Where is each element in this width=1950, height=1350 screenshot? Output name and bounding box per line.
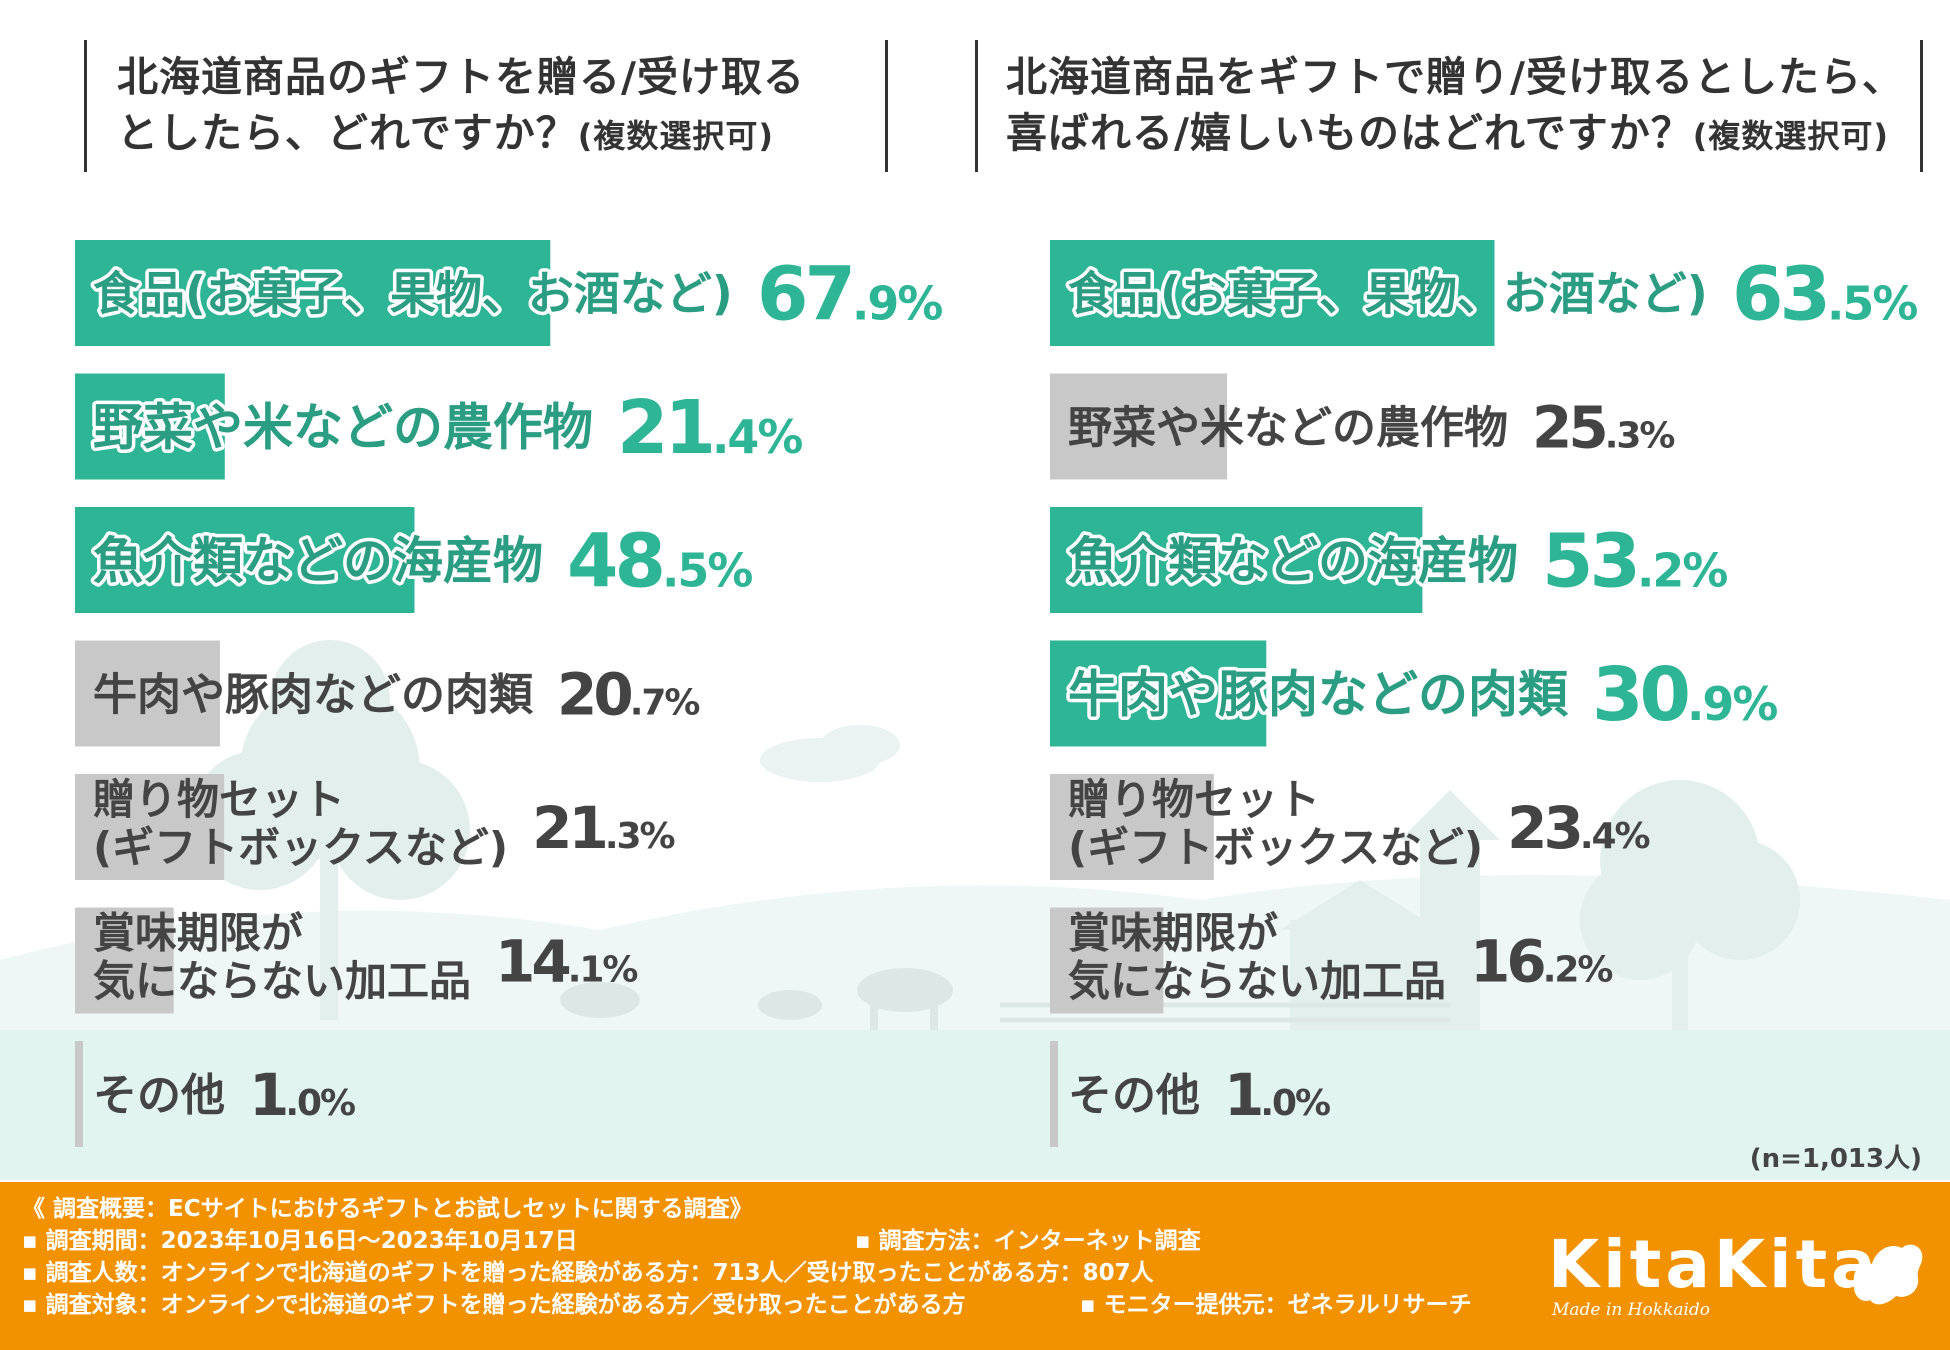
bar-label-3-0: 牛肉や豚肉などの肉類 bbox=[1068, 666, 1569, 724]
right-chart-panel: 北海道商品をギフトで贈り/受け取るとしたら、 喜ばれる/嬉しいものはどれですか？… bbox=[975, 0, 1950, 1180]
bar-label-4-0: 贈り物セット bbox=[1068, 775, 1320, 824]
value-label-3: 20.7% bbox=[557, 660, 699, 728]
bar-label-0-0: 食品(お菓子、果物、お酒など) bbox=[1068, 267, 1708, 321]
hokkaido-map-icon bbox=[1846, 1238, 1926, 1312]
footer-method: ▪ 調査方法：インターネット調査 bbox=[855, 1226, 1201, 1256]
value-label-4: 21.3% bbox=[532, 794, 674, 862]
value-label-3: 30.9% bbox=[1592, 652, 1777, 738]
bar-6 bbox=[75, 1041, 83, 1147]
value-label-6: 1.0% bbox=[249, 1061, 355, 1129]
bar-label-4-0: 贈り物セット bbox=[93, 775, 345, 824]
bar-label-6-0: その他 bbox=[1068, 1070, 1200, 1121]
bar-label-1-0: 野菜や米などの農作物 bbox=[1068, 402, 1508, 453]
value-label-1: 25.3% bbox=[1532, 393, 1674, 461]
value-label-2: 48.5% bbox=[567, 519, 752, 605]
bar-label-4-1: (ギフトボックスなど) bbox=[1068, 823, 1483, 872]
bar-label-5-1: 気にならない加工品 bbox=[93, 957, 471, 1006]
bar-label-1-0: 野菜や米などの農作物 bbox=[93, 399, 593, 457]
logo-name: KitaKita bbox=[1548, 1230, 1880, 1300]
bar-label-5-0: 賞味期限が bbox=[1068, 909, 1278, 958]
bar-label-2-0: 魚介類などの海産物 bbox=[1068, 532, 1518, 590]
footer-summary-title: 《 調査概要：ECサイトにおけるギフトとお試しセットに関する調査》 bbox=[22, 1194, 753, 1224]
right-bar-chart: 食品(お菓子、果物、お酒など) 63.5% 野菜や米などの農作物 25.3% 魚介類など… bbox=[975, 0, 1950, 1180]
bar-label-2-0: 魚介類などの海産物 bbox=[93, 532, 543, 590]
value-label-4: 23.4% bbox=[1507, 794, 1649, 862]
value-label-5: 16.2% bbox=[1470, 927, 1612, 995]
logo-tagline: Made in Hokkaido bbox=[1552, 1300, 1880, 1320]
bar-label-3-0: 牛肉や豚肉などの肉類 bbox=[93, 669, 534, 720]
left-bar-chart: 食品(お菓子、果物、お酒など) 67.9% 野菜や米などの農作物 21.4% 魚介類など… bbox=[0, 0, 975, 1180]
sample-size-note: (n=1,013人) bbox=[1750, 1138, 1922, 1175]
value-label-0: 63.5% bbox=[1732, 252, 1917, 338]
value-label-0: 67.9% bbox=[757, 252, 942, 338]
footer-period: ▪ 調査期間：2023年10月16日～2023年10月17日 bbox=[22, 1226, 578, 1256]
kitakita-logo: KitaKita Made in Hokkaido bbox=[1548, 1230, 1880, 1320]
bar-label-6-0: その他 bbox=[93, 1070, 225, 1121]
value-label-6: 1.0% bbox=[1224, 1061, 1330, 1129]
footer-provider: ▪ モニター提供元：ゼネラルリサーチ bbox=[1080, 1290, 1472, 1320]
footer-respondents: ▪ 調査人数：オンラインで北海道のギフトを贈った経験がある方：713人／受け取っ… bbox=[22, 1258, 1154, 1288]
value-label-1: 21.4% bbox=[617, 385, 802, 471]
bar-6 bbox=[1050, 1041, 1058, 1147]
footer-target: ▪ 調査対象：オンラインで北海道のギフトを贈った経験がある方／受け取ったことがあ… bbox=[22, 1290, 966, 1320]
bar-label-5-1: 気にならない加工品 bbox=[1068, 957, 1446, 1006]
value-label-5: 14.1% bbox=[495, 927, 637, 995]
bar-label-4-1: (ギフトボックスなど) bbox=[93, 823, 508, 872]
value-label-2: 53.2% bbox=[1542, 519, 1727, 605]
bar-label-5-0: 賞味期限が bbox=[93, 909, 303, 958]
left-chart-panel: 北海道商品のギフトを贈る/受け取る としたら、どれですか？(複数選択可) 食品(… bbox=[0, 0, 975, 1180]
bar-label-0-0: 食品(お菓子、果物、お酒など) bbox=[93, 267, 733, 321]
